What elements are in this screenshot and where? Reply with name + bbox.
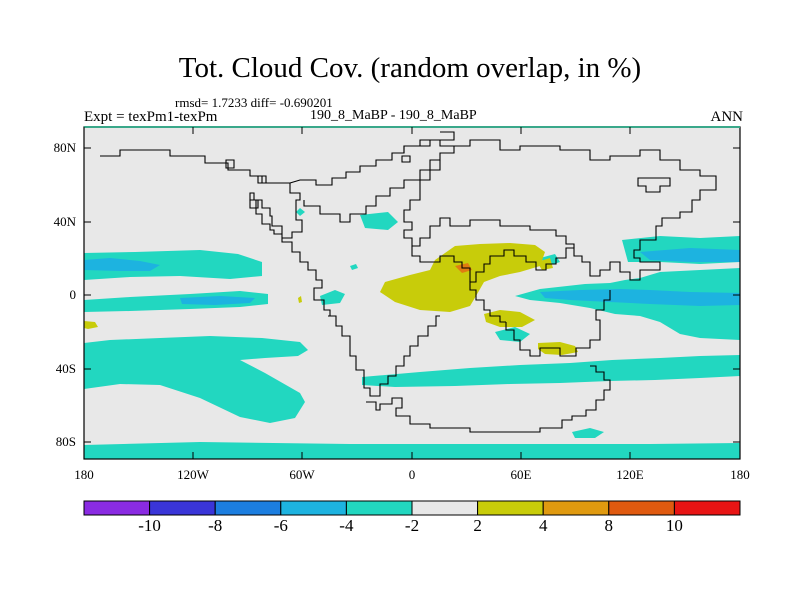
coastline <box>403 160 575 248</box>
colorbar-label: -6 <box>273 516 288 535</box>
y-tick-label: 80N <box>53 140 76 155</box>
colorbar-label: -4 <box>339 516 354 535</box>
coastline <box>249 199 259 209</box>
x-tick-label: 60W <box>289 467 315 482</box>
coastline <box>411 246 471 282</box>
coastline <box>366 365 611 433</box>
colorbar-swatch <box>673 500 741 516</box>
teal-region <box>84 250 262 280</box>
coastline <box>289 139 455 223</box>
teal-region <box>350 264 358 270</box>
stats-text: rmsd= 1.7233 diff= -0.690201 <box>175 95 333 110</box>
teal-region <box>84 336 308 423</box>
x-tick-label: 60E <box>510 467 532 482</box>
blue-region <box>540 289 740 306</box>
runs-label: 190_8_MaBP - 190_8_MaBP <box>310 108 477 123</box>
coastline <box>637 177 671 193</box>
coastline <box>505 322 550 357</box>
colorbar-swatch <box>608 500 675 516</box>
coastline <box>403 131 455 153</box>
teal-region <box>515 268 740 340</box>
colorbar-swatch <box>542 500 610 516</box>
x-tick-label: 0 <box>408 467 416 482</box>
y-tick-label: 0 <box>69 287 77 302</box>
blue-region <box>640 248 740 262</box>
colorbar-label: 8 <box>604 516 614 535</box>
coastline <box>454 139 717 323</box>
colorbar-label: -2 <box>404 516 420 535</box>
axis-ticks <box>83 127 741 459</box>
coastline <box>550 290 611 357</box>
y-tick-label: 80S <box>55 434 76 449</box>
coastlines <box>100 131 717 433</box>
experiment-label: Expt = texPm1-texPm <box>84 109 218 125</box>
olive-region <box>298 296 302 303</box>
teal-region <box>572 428 604 438</box>
colorbar-swatch <box>477 500 544 516</box>
blue-fields <box>84 248 740 306</box>
coastline <box>225 159 235 169</box>
blue-region <box>84 258 160 271</box>
teal-region <box>360 212 398 230</box>
colorbar-swatch <box>83 500 151 516</box>
x-tick-label: 180 <box>730 467 750 482</box>
teal-region <box>320 290 345 305</box>
season-label: ANN <box>710 109 744 125</box>
coastline <box>401 155 411 163</box>
colorbar-swatch <box>280 500 347 516</box>
olive-fields <box>84 243 578 355</box>
colorbar-swatch <box>149 500 216 516</box>
blue-region <box>180 296 255 305</box>
olive-region <box>84 321 98 329</box>
coastline <box>328 315 440 397</box>
colorbar-swatch <box>345 500 413 516</box>
teal-region <box>495 327 530 342</box>
teal-region <box>296 208 305 216</box>
colorbar <box>83 500 741 516</box>
x-tick-label: 180 <box>74 467 94 482</box>
map-title: Tot. Cloud Cov. (random overlap, in %) <box>178 52 642 84</box>
colorbar-label: 2 <box>473 516 482 535</box>
teal-region <box>84 442 740 459</box>
colorbar-swatch <box>411 500 479 516</box>
y-tick-label: 40S <box>55 361 76 376</box>
colorbar-label: 4 <box>538 516 548 535</box>
olive-region <box>380 243 545 312</box>
olive-region <box>484 310 535 327</box>
x-tick-label: 120W <box>177 467 209 482</box>
colorbar-label: -8 <box>208 516 223 535</box>
colorbar-swatch <box>214 500 282 516</box>
colorbar-label: 10 <box>665 516 683 535</box>
coastline <box>257 175 267 184</box>
teal-region <box>362 355 740 387</box>
y-tick-label: 40N <box>53 214 76 229</box>
colorbar-label: -10 <box>138 516 161 535</box>
x-tick-label: 120E <box>616 467 644 482</box>
olive-region <box>537 258 553 270</box>
